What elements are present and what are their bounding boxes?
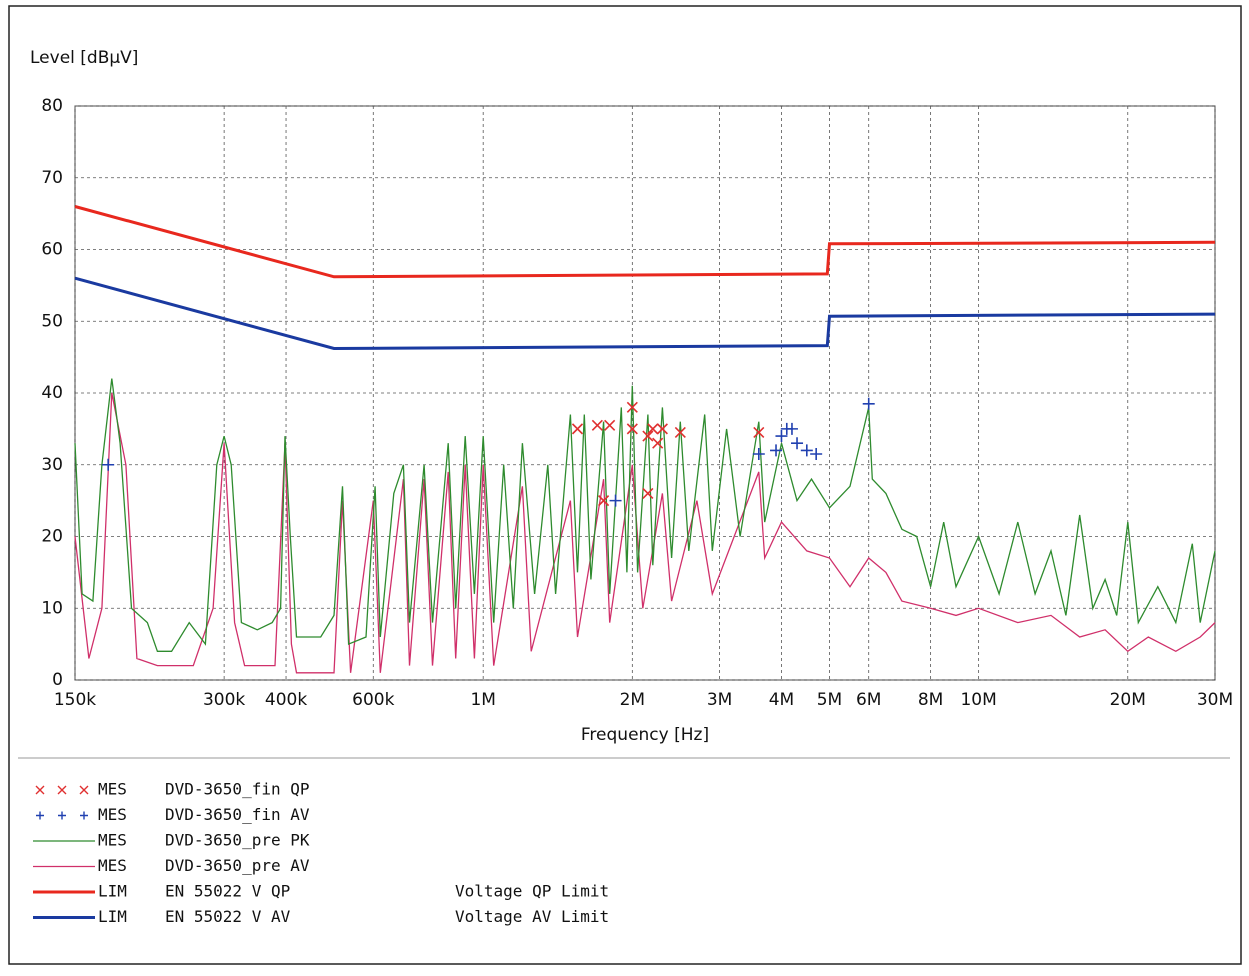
marker: [862, 397, 875, 410]
marker: [642, 487, 654, 500]
marker: [791, 437, 804, 450]
legend-kind: LIM: [98, 907, 127, 926]
marker: [656, 423, 668, 435]
y-tick-label: 50: [41, 311, 63, 331]
trace: [74, 392, 1216, 674]
y-tick-label: 40: [41, 383, 63, 403]
legend-kind: LIM: [98, 882, 127, 901]
marker: [753, 426, 765, 439]
trace: [74, 276, 1216, 351]
marker: [785, 422, 798, 435]
x-tick-label: 8M: [918, 690, 943, 710]
x-tick-label: 1M: [470, 690, 495, 710]
marker: [752, 447, 765, 460]
marker: [652, 437, 664, 449]
legend-swatch: [35, 785, 45, 795]
x-tick-label: 3M: [707, 690, 732, 710]
legend-note: Voltage QP Limit: [455, 882, 609, 901]
y-tick-label: 0: [52, 670, 63, 690]
legend-kind: MES: [98, 831, 127, 850]
legend-swatch: [80, 811, 88, 820]
y-axis-label: Level [dBµV]: [30, 48, 138, 68]
x-tick-label: 6M: [856, 690, 881, 710]
legend-kind: MES: [98, 805, 127, 824]
legend-entry: DVD-3650_pre PK: [165, 831, 310, 850]
marker: [591, 419, 603, 431]
marker: [626, 423, 638, 435]
frame: [8, 5, 1242, 965]
legend-entry: EN 55022 V AV: [165, 907, 291, 926]
legend-entry: EN 55022 V QP: [165, 882, 290, 901]
x-tick-label: 30M: [1197, 690, 1233, 710]
legend-entry: DVD-3650_fin AV: [165, 805, 310, 824]
marker: [642, 430, 654, 442]
marker: [626, 401, 638, 413]
legend-swatch: [57, 785, 67, 795]
y-tick-label: 30: [41, 455, 63, 475]
x-tick-label: 150k: [54, 690, 96, 710]
x-tick-label: 10M: [960, 690, 996, 710]
legend-kind: MES: [98, 856, 127, 875]
marker: [800, 444, 813, 457]
marker: [770, 444, 783, 457]
y-tick-label: 80: [41, 96, 63, 116]
marker: [598, 495, 610, 507]
x-tick-label: 400k: [265, 690, 307, 710]
legend-kind: MES: [98, 780, 127, 799]
y-tick-label: 10: [41, 598, 63, 618]
marker: [674, 426, 686, 439]
marker: [604, 419, 616, 431]
x-tick-label: 5M: [817, 690, 842, 710]
trace: [74, 378, 1216, 652]
y-tick-label: 20: [41, 527, 63, 547]
legend-swatch: [79, 785, 89, 795]
legend-entry: DVD-3650_pre AV: [165, 856, 310, 875]
marker: [102, 458, 115, 471]
marker: [810, 447, 823, 460]
x-tick-label: 2M: [620, 690, 645, 710]
marker: [775, 430, 788, 443]
legend-entry: DVD-3650_fin QP: [165, 780, 310, 799]
y-tick-label: 60: [41, 240, 63, 260]
y-tick-label: 70: [41, 168, 63, 188]
trace: [74, 205, 1216, 279]
marker: [647, 423, 659, 435]
legend-note: Voltage AV Limit: [455, 907, 609, 926]
x-axis-label: Frequency [Hz]: [581, 725, 709, 745]
legend-swatch: [58, 811, 66, 820]
x-tick-label: 300k: [203, 690, 245, 710]
marker: [609, 494, 622, 507]
x-tick-label: 4M: [769, 690, 794, 710]
x-tick-label: 600k: [352, 690, 394, 710]
legend-swatch: [36, 811, 44, 820]
x-tick-label: 20M: [1110, 690, 1146, 710]
marker: [571, 423, 584, 435]
